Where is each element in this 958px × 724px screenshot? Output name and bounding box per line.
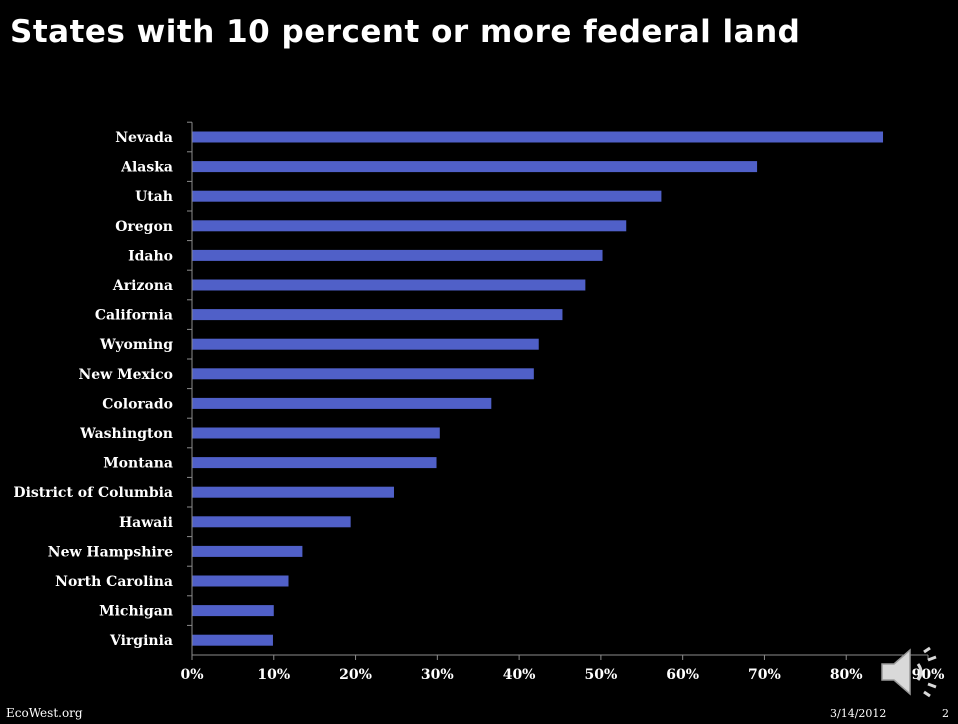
bar-idaho bbox=[192, 250, 603, 261]
bar-utah bbox=[192, 191, 661, 202]
category-label-idaho: Idaho bbox=[128, 248, 173, 264]
x-tick-label-60: 60% bbox=[666, 667, 699, 683]
bar-colorado bbox=[192, 398, 491, 409]
x-tick-label-20: 20% bbox=[339, 667, 372, 683]
category-label-district-of-columbia: District of Columbia bbox=[13, 485, 173, 501]
category-label-california: California bbox=[95, 308, 173, 324]
bar-arizona bbox=[192, 280, 585, 291]
category-label-virginia: Virginia bbox=[109, 633, 173, 649]
category-label-colorado: Colorado bbox=[102, 396, 173, 412]
bar-wyoming bbox=[192, 339, 539, 350]
x-tick-label-70: 70% bbox=[748, 667, 781, 683]
axes-group bbox=[187, 122, 928, 655]
bar-new-hampshire bbox=[192, 546, 302, 557]
category-label-north-carolina: North Carolina bbox=[55, 574, 173, 590]
bar-michigan bbox=[192, 605, 274, 616]
x-tick-label-0: 0% bbox=[180, 667, 203, 683]
x-tick-label-30: 30% bbox=[421, 667, 454, 683]
bar-district-of-columbia bbox=[192, 487, 394, 498]
page-number: 2 bbox=[942, 707, 949, 720]
category-labels-group: Nevada Alaska Utah Oregon Idaho Arizona Califo… bbox=[13, 130, 173, 649]
category-label-new-mexico: New Mexico bbox=[78, 367, 173, 383]
category-label-michigan: Michigan bbox=[99, 604, 173, 620]
bar-montana bbox=[192, 457, 437, 468]
category-label-hawaii: Hawaii bbox=[119, 515, 173, 531]
bar-oregon bbox=[192, 220, 626, 231]
ticks-group: 0% 10% 20% 30% 40% 50% 60% 70% 80% 90% bbox=[180, 655, 944, 683]
category-label-montana: Montana bbox=[103, 456, 173, 472]
x-tick-label-40: 40% bbox=[503, 667, 536, 683]
bar-washington bbox=[192, 428, 440, 439]
bar-virginia bbox=[192, 635, 273, 646]
speaker-icon[interactable] bbox=[880, 646, 942, 698]
category-label-arizona: Arizona bbox=[112, 278, 173, 294]
bar-hawaii bbox=[192, 516, 351, 527]
x-tick-label-80: 80% bbox=[830, 667, 863, 683]
footer-date: 3/14/2012 bbox=[830, 707, 886, 720]
footer-source: EcoWest.org bbox=[6, 706, 83, 720]
category-label-oregon: Oregon bbox=[115, 219, 173, 235]
category-label-new-hampshire: New Hampshire bbox=[48, 544, 173, 560]
bars-group bbox=[192, 132, 883, 646]
x-tick-label-50: 50% bbox=[584, 667, 617, 683]
category-label-alaska: Alaska bbox=[120, 160, 173, 176]
bar-new-mexico bbox=[192, 368, 534, 379]
category-label-nevada: Nevada bbox=[115, 130, 173, 146]
bar-north-carolina bbox=[192, 576, 288, 587]
category-label-utah: Utah bbox=[135, 189, 173, 205]
bar-alaska bbox=[192, 161, 757, 172]
bar-california bbox=[192, 309, 562, 320]
category-label-wyoming: Wyoming bbox=[99, 337, 173, 353]
bar-nevada bbox=[192, 132, 883, 143]
category-label-washington: Washington bbox=[79, 426, 173, 442]
x-tick-label-10: 10% bbox=[257, 667, 290, 683]
